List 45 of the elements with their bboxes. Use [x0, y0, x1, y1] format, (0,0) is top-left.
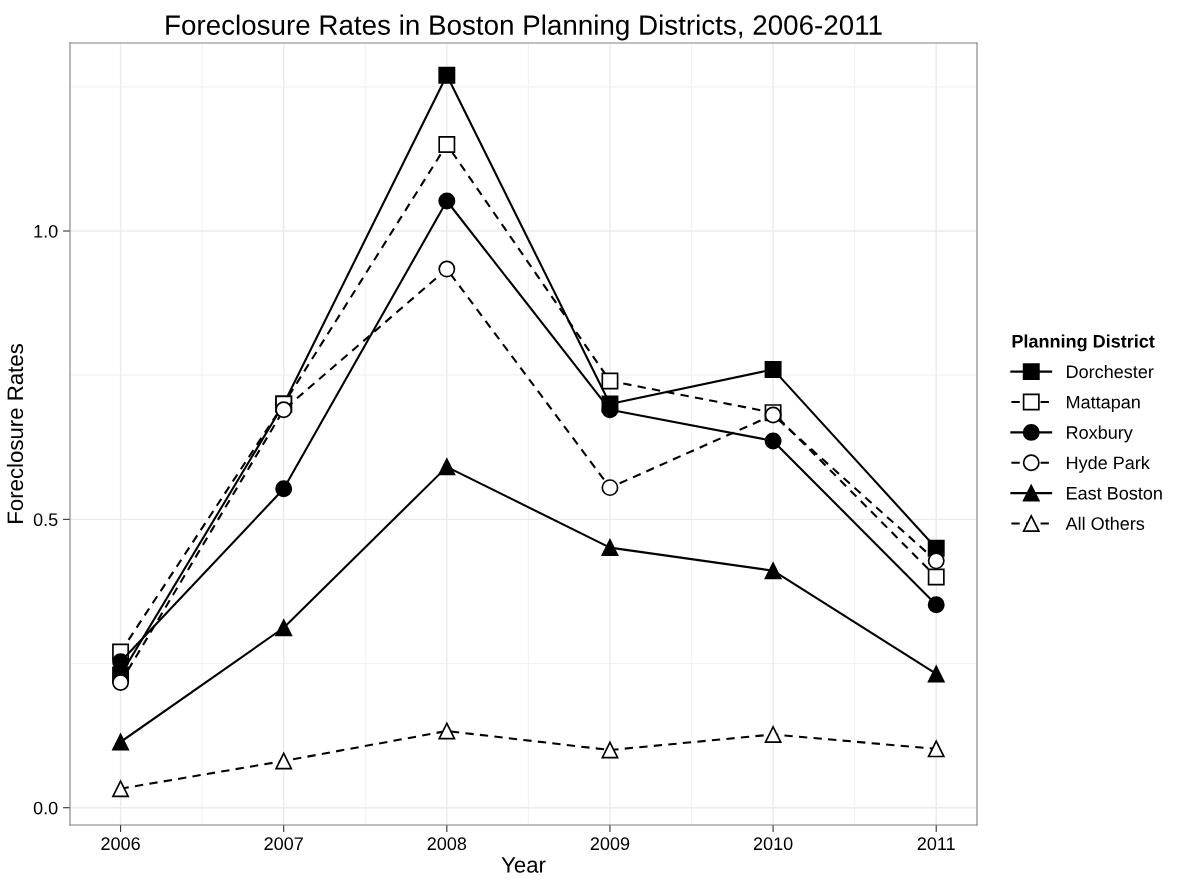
point: [438, 458, 456, 476]
point: [438, 66, 456, 84]
point: [764, 360, 782, 378]
point: [112, 733, 130, 751]
point: [601, 372, 619, 390]
point: [275, 619, 293, 637]
point: [927, 665, 945, 683]
point: [927, 596, 945, 614]
x-tick-label: 2008: [427, 837, 467, 851]
legend-label: Hyde Park: [1067, 456, 1150, 473]
y-tick-label: 0.0: [33, 801, 58, 815]
point: [438, 192, 456, 210]
legend-title: Planning District: [1012, 334, 1155, 352]
x-axis-title: Year: [501, 857, 546, 873]
point: [601, 539, 619, 557]
point: [275, 752, 293, 770]
point: [764, 725, 782, 743]
x-tick-label: 2011: [917, 837, 955, 851]
point: [438, 136, 456, 153]
point: [927, 552, 945, 570]
y-tick-label: 1.0: [34, 224, 58, 238]
point: [112, 674, 130, 692]
x-tick-label: 2010: [753, 837, 793, 851]
point: [275, 401, 293, 419]
legend-label: Mattapan: [1067, 395, 1140, 413]
point: [438, 260, 456, 278]
legend-label: East Boston: [1067, 487, 1162, 500]
point: [112, 780, 130, 798]
point: [764, 432, 782, 450]
y-axis-title: Foreclosure Rates: [6, 344, 24, 523]
point: [927, 740, 945, 758]
point: [601, 741, 619, 759]
x-tick-label: 2006: [101, 837, 140, 851]
point: [438, 722, 456, 740]
point: [601, 479, 619, 497]
point: [275, 480, 293, 498]
legend-label: All Others: [1065, 516, 1145, 530]
x-tick-label: 2007: [264, 837, 303, 851]
x-tick-label: 2009: [590, 837, 630, 851]
y-tick-label: 0.5: [33, 513, 58, 527]
chart-title: Foreclosure Rates in Boston Planning Districts, 2006-2011: [166, 14, 882, 41]
point: [764, 562, 782, 580]
legend-label: Dorchester: [1067, 364, 1154, 379]
legend-label: Roxbury: [1067, 425, 1133, 443]
point: [927, 568, 945, 586]
